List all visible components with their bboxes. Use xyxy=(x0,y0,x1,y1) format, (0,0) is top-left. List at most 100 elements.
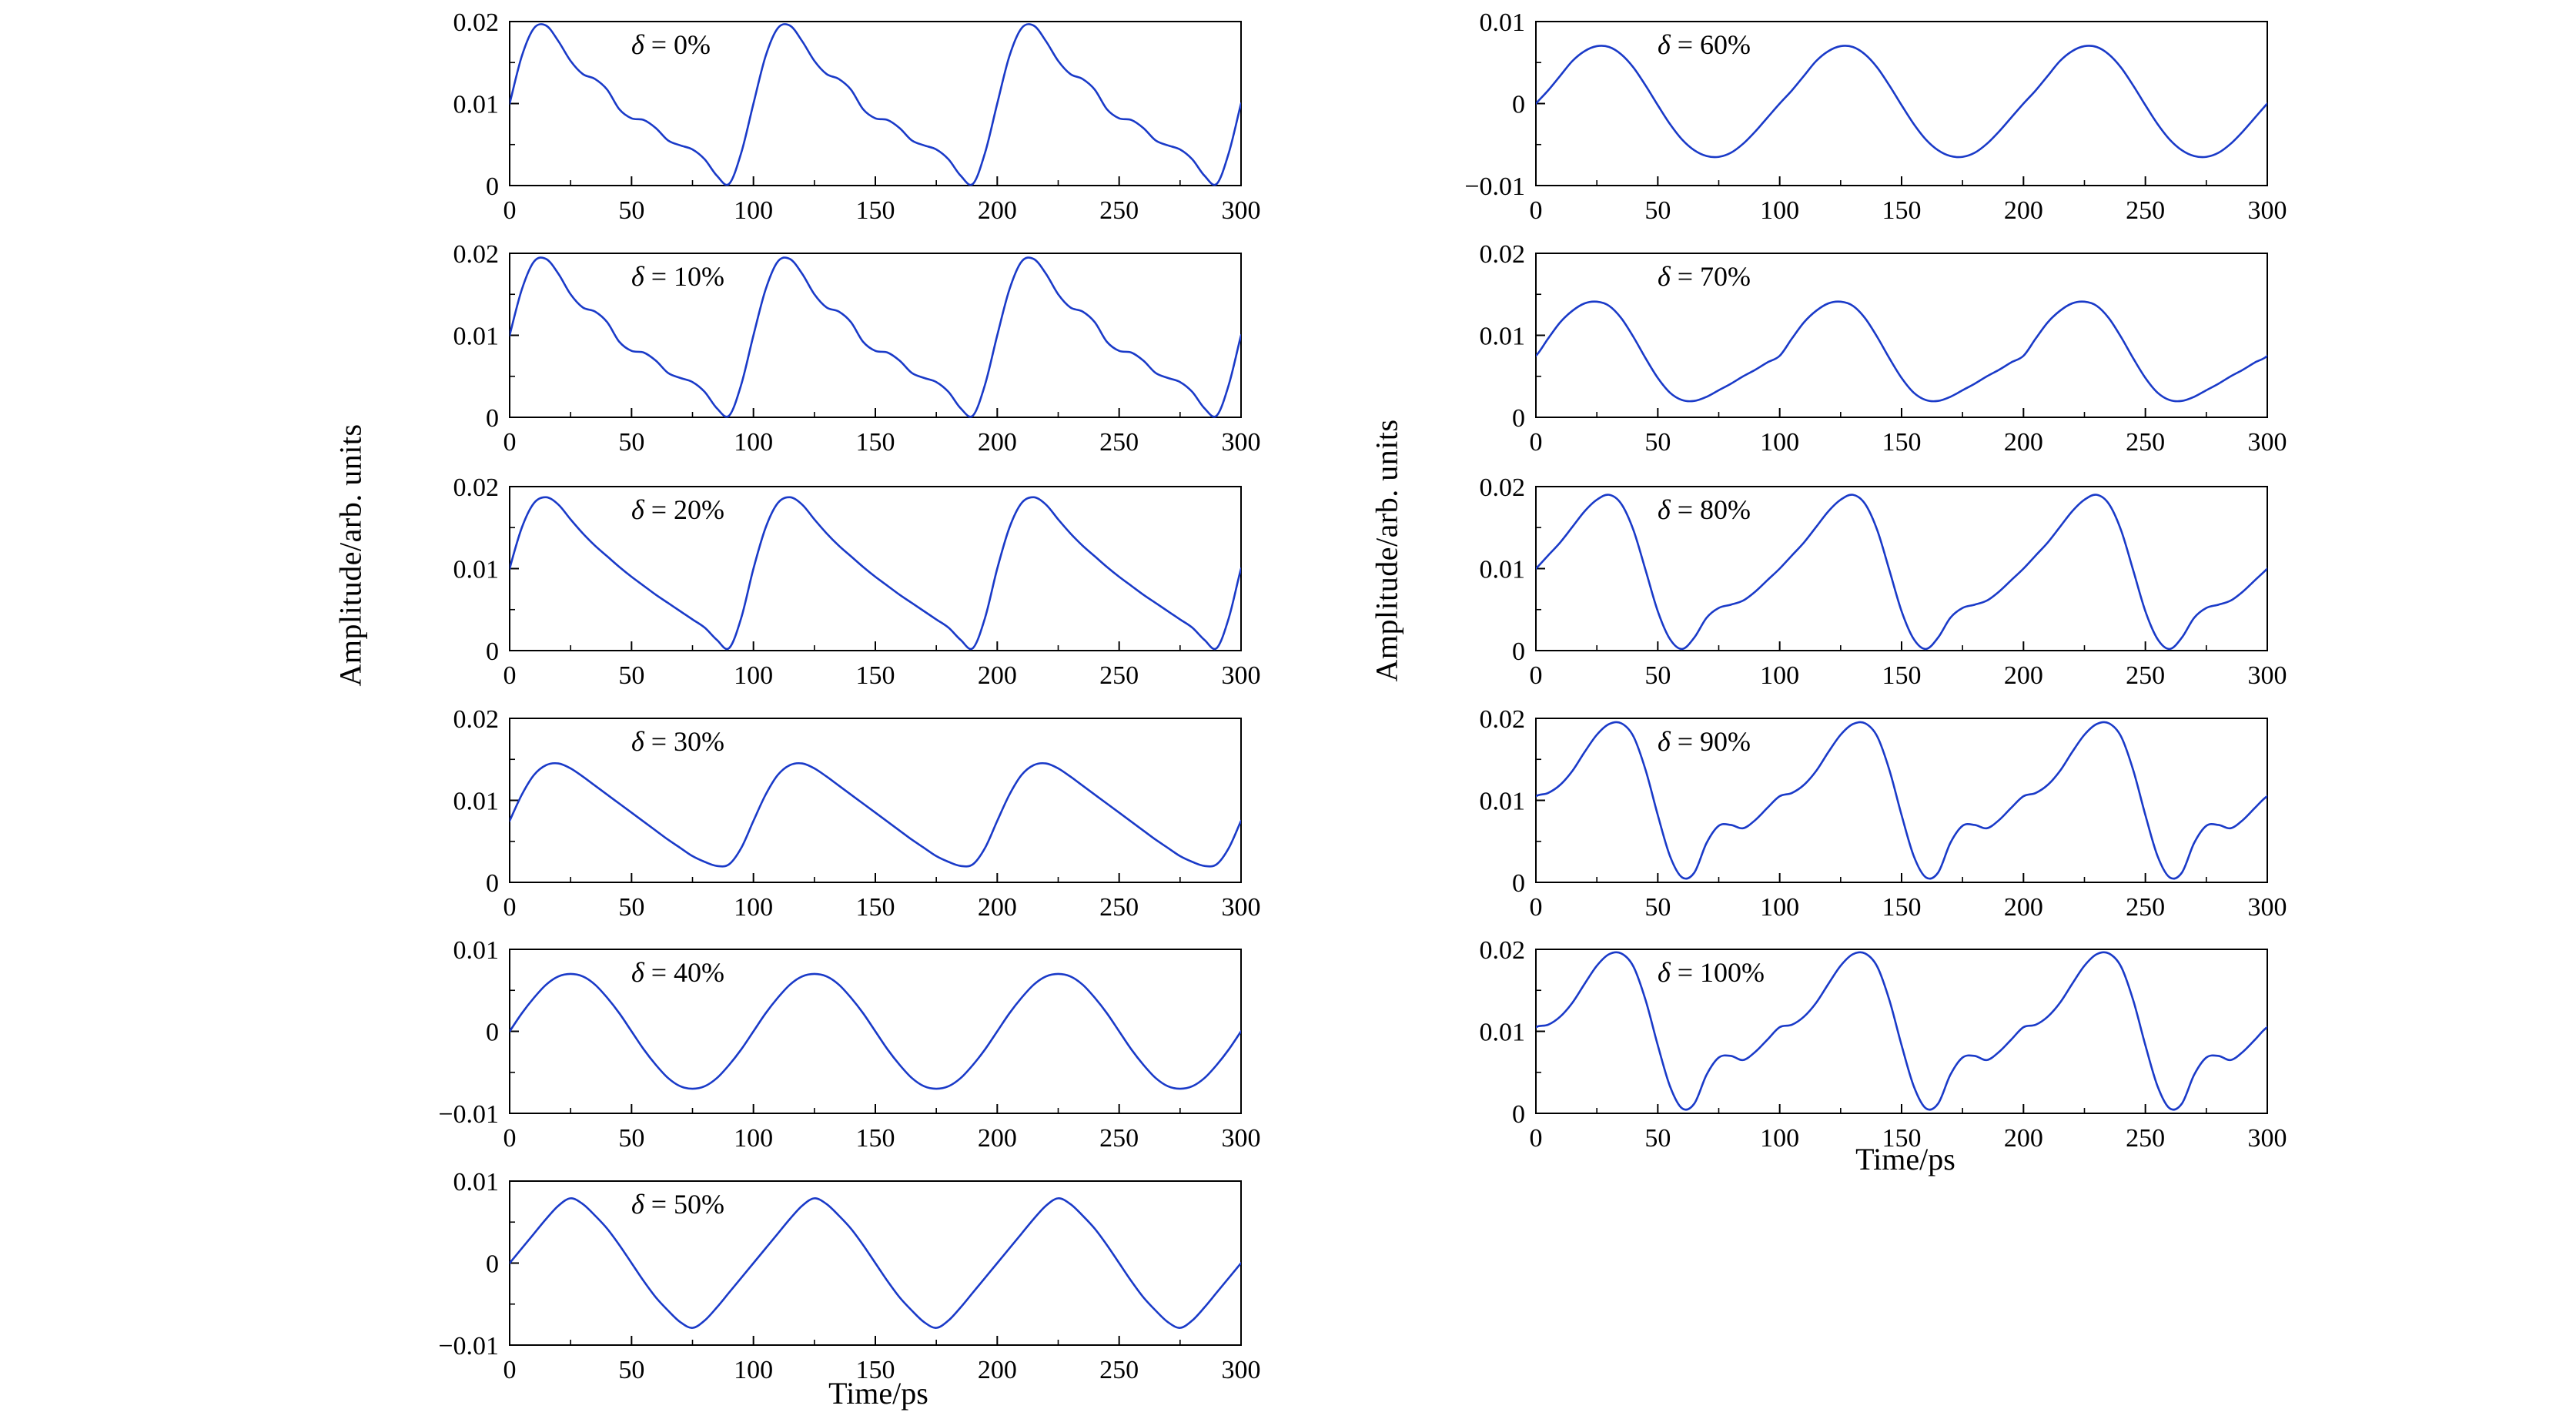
subplot-delta-90: 0 50 100 150 200 250 300 0 0.01 0.02 δ = 90% xyxy=(1480,705,2287,922)
x-tick-label: 0 xyxy=(1530,893,1543,922)
subplot-delta-10: 0 50 100 150 200 250 300 0 0.01 0.02 δ = 10% xyxy=(453,240,1261,457)
x-tick-label: 200 xyxy=(978,893,1017,922)
x-tick-label: 150 xyxy=(1882,428,1922,457)
x-tick-label: 250 xyxy=(2126,661,2165,690)
y-tick-label: 0.01 xyxy=(453,936,500,965)
x-tick-label: 200 xyxy=(978,661,1017,690)
x-tick-label: 250 xyxy=(1099,661,1139,690)
x-tick-label: 50 xyxy=(1644,428,1671,457)
waveform-line xyxy=(1536,300,2267,403)
x-tick-label: 200 xyxy=(2004,1124,2043,1153)
x-tick-label: 0 xyxy=(1530,1124,1543,1153)
right-time-axis-label: Time/ps xyxy=(1855,1142,1955,1176)
x-tick-label: 150 xyxy=(856,428,895,457)
x-tick-label: 200 xyxy=(2004,428,2043,457)
y-tick-label: 0.01 xyxy=(1480,788,1526,816)
delta-label: δ = 90% xyxy=(1658,726,1751,757)
x-tick-label: 200 xyxy=(2004,196,2043,225)
y-tick-label: 0.01 xyxy=(1480,556,1526,584)
x-tick-label: 250 xyxy=(2126,428,2165,457)
y-tick-label: 0.02 xyxy=(453,705,500,734)
subplot-delta-70: 0 50 100 150 200 250 300 0 0.01 0.02 δ = 70% xyxy=(1480,240,2287,457)
x-tick-label: 100 xyxy=(734,1124,773,1153)
subplot-delta-20: 0 50 100 150 200 250 300 0 0.01 0.02 δ = 20% xyxy=(453,474,1261,690)
x-tick-label: 0 xyxy=(503,893,517,922)
y-tick-label: 0.02 xyxy=(453,240,500,269)
x-tick-label: 50 xyxy=(618,428,644,457)
subplot-delta-80: 0 50 100 150 200 250 300 0 0.01 0.02 δ = 80% xyxy=(1480,474,2287,690)
y-tick-label: 0 xyxy=(486,404,499,433)
subplot-delta-0: 0 50 100 150 200 250 300 0 0.01 0.02 δ = 0% xyxy=(453,8,1261,225)
x-tick-label: 50 xyxy=(1644,1124,1671,1153)
x-tick-label: 300 xyxy=(1222,428,1261,457)
x-tick-label: 200 xyxy=(978,196,1017,225)
y-tick-label: −0.01 xyxy=(1464,172,1525,201)
x-tick-label: 300 xyxy=(2248,893,2287,922)
delta-label: δ = 60% xyxy=(1658,29,1751,60)
x-tick-label: 200 xyxy=(2004,893,2043,922)
x-tick-label: 0 xyxy=(503,428,517,457)
delta-label: δ = 20% xyxy=(631,494,724,525)
x-tick-label: 150 xyxy=(856,661,895,690)
plot-frame xyxy=(509,718,1242,883)
x-tick-label: 150 xyxy=(1882,661,1922,690)
y-tick-label: 0.02 xyxy=(1480,474,1526,502)
x-tick-label: 300 xyxy=(1222,1356,1261,1384)
y-tick-label: 0.01 xyxy=(453,1168,500,1196)
x-tick-label: 250 xyxy=(2126,1124,2165,1153)
x-tick-label: 300 xyxy=(2248,661,2287,690)
x-tick-label: 100 xyxy=(734,428,773,457)
y-tick-label: 0.02 xyxy=(453,8,500,37)
x-tick-label: 50 xyxy=(1644,893,1671,922)
x-tick-label: 300 xyxy=(1222,196,1261,225)
x-tick-label: 300 xyxy=(2248,1124,2287,1153)
left-time-axis-label: Time/ps xyxy=(828,1376,928,1411)
x-tick-label: 50 xyxy=(618,1124,644,1153)
delta-label: δ = 100% xyxy=(1658,957,1765,988)
delta-label: δ = 80% xyxy=(1658,494,1751,525)
x-tick-label: 200 xyxy=(978,1124,1017,1153)
y-tick-label: 0 xyxy=(1512,404,1525,433)
x-tick-label: 50 xyxy=(1644,196,1671,225)
y-tick-label: 0.01 xyxy=(1480,323,1526,351)
x-tick-label: 50 xyxy=(1644,661,1671,690)
y-tick-label: −0.01 xyxy=(438,1100,499,1129)
x-tick-label: 250 xyxy=(1099,428,1139,457)
y-tick-label: 0.01 xyxy=(453,556,500,584)
x-tick-label: 0 xyxy=(1530,428,1543,457)
y-tick-label: 0.02 xyxy=(1480,705,1526,734)
x-tick-label: 250 xyxy=(1099,1124,1139,1153)
x-tick-label: 100 xyxy=(1760,893,1799,922)
subplot-delta-30: 0 50 100 150 200 250 300 0 0.01 0.02 δ = 30% xyxy=(453,705,1261,922)
y-tick-label: 0.01 xyxy=(453,91,500,119)
x-tick-label: 150 xyxy=(1882,893,1922,922)
x-tick-label: 0 xyxy=(1530,661,1543,690)
plot-frame xyxy=(509,486,1242,651)
x-tick-label: 250 xyxy=(1099,196,1139,225)
x-tick-label: 150 xyxy=(1882,196,1922,225)
delta-label: δ = 40% xyxy=(631,957,724,988)
y-tick-label: 0.02 xyxy=(453,474,500,502)
x-tick-label: 50 xyxy=(618,1356,644,1384)
plot-frame xyxy=(509,21,1242,186)
x-tick-label: 0 xyxy=(503,1124,517,1153)
y-tick-label: 0.02 xyxy=(1480,936,1526,965)
x-tick-label: 250 xyxy=(1099,1356,1139,1384)
waveform-line xyxy=(1536,494,2267,651)
x-tick-label: 200 xyxy=(978,1356,1017,1384)
x-tick-label: 150 xyxy=(856,893,895,922)
x-tick-label: 0 xyxy=(503,661,517,690)
x-tick-label: 0 xyxy=(1530,196,1543,225)
y-tick-label: 0 xyxy=(486,869,499,898)
y-tick-label: 0 xyxy=(486,172,499,201)
x-tick-label: 300 xyxy=(2248,196,2287,225)
y-tick-label: 0 xyxy=(1512,1100,1525,1129)
y-tick-label: 0 xyxy=(486,1250,499,1279)
x-tick-label: 100 xyxy=(734,893,773,922)
waveform-line xyxy=(510,496,1241,651)
x-tick-label: 150 xyxy=(1882,1124,1922,1153)
waveform-line xyxy=(510,256,1241,418)
x-tick-label: 150 xyxy=(856,196,895,225)
